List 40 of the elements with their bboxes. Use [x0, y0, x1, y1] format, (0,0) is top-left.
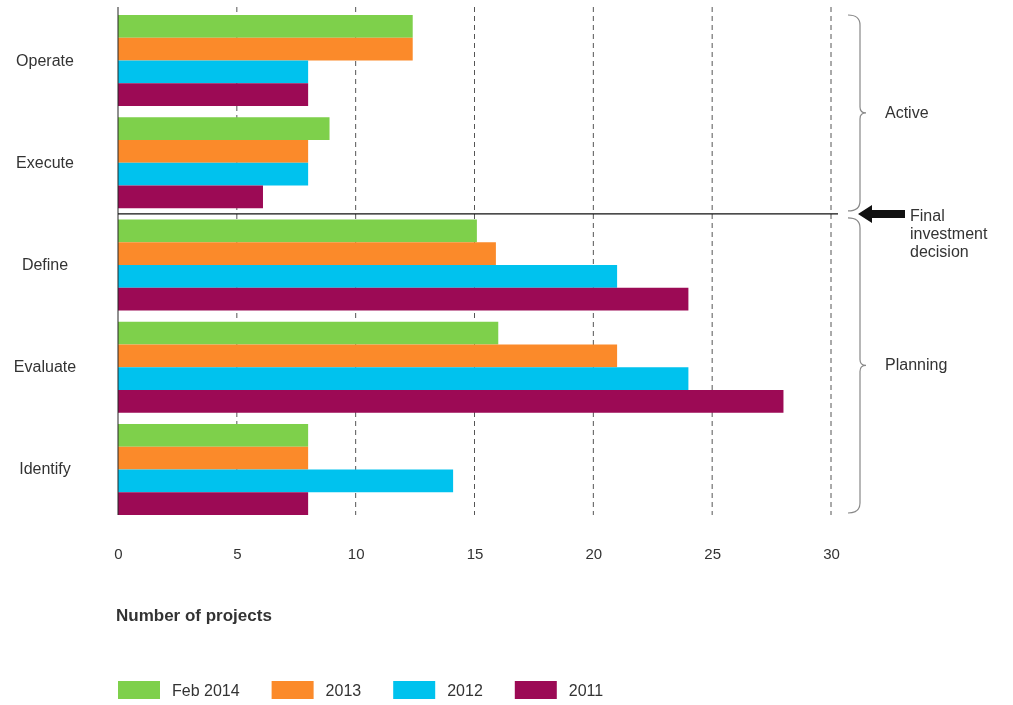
- bar: [118, 219, 477, 243]
- y-tick-label: Evaluate: [13, 358, 77, 376]
- text: Active: [885, 103, 929, 121]
- bar: [118, 367, 689, 390]
- legend-label: 2013: [325, 682, 362, 699]
- bar: [118, 83, 309, 106]
- x-tick-label: 0: [114, 544, 123, 562]
- bar: [118, 287, 689, 311]
- bar: [118, 492, 309, 515]
- bar: [118, 344, 618, 368]
- bar: [118, 185, 263, 209]
- bar: [118, 15, 413, 38]
- x-tick-label: 25: [704, 544, 722, 562]
- x-axis-title: Number of projects: [116, 606, 272, 625]
- bar: [118, 60, 309, 84]
- bar: [118, 242, 496, 265]
- bar: [118, 446, 309, 470]
- x-tick-label: 15: [466, 544, 484, 562]
- bar: [118, 140, 309, 163]
- legend-label: Final investment decision: [910, 206, 988, 260]
- bar: [118, 117, 330, 140]
- y-tick-label: Operate: [16, 51, 75, 69]
- legend-label: 2012: [447, 682, 483, 699]
- x-tick-label: 30: [823, 544, 840, 562]
- y-tick-label: Identify: [19, 460, 71, 478]
- bar: [118, 390, 784, 413]
- text: Planning: [885, 356, 948, 374]
- x-tick-label: 5: [233, 544, 242, 562]
- bar: [118, 162, 309, 186]
- bar: [118, 321, 499, 345]
- bar: [118, 424, 309, 447]
- y-tick-label: Execute: [16, 153, 75, 171]
- bar: [118, 265, 618, 288]
- x-tick-label: 20: [585, 544, 603, 562]
- bar: [118, 469, 454, 493]
- legend-label: 2011: [568, 682, 604, 699]
- y-tick-label: Define: [21, 256, 69, 273]
- x-tick-label: 10: [347, 544, 365, 562]
- bar: [118, 37, 413, 61]
- legend-label: Feb 2014: [172, 682, 240, 699]
